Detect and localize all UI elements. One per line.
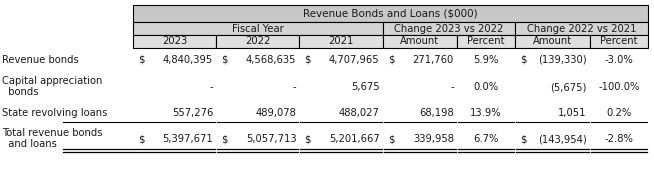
- Text: bonds: bonds: [2, 87, 39, 97]
- Text: 0.2%: 0.2%: [606, 108, 631, 118]
- Text: 2021: 2021: [328, 36, 354, 46]
- Text: 6.7%: 6.7%: [473, 134, 499, 144]
- Text: $: $: [221, 55, 228, 65]
- Text: -: -: [293, 82, 296, 92]
- Text: 4,568,635: 4,568,635: [246, 55, 296, 65]
- Text: Change 2022 vs 2021: Change 2022 vs 2021: [527, 23, 636, 33]
- Text: 13.9%: 13.9%: [470, 108, 502, 118]
- Text: $: $: [304, 134, 311, 144]
- Text: $: $: [138, 134, 145, 144]
- Bar: [515, 22, 648, 35]
- Text: 4,707,965: 4,707,965: [329, 55, 379, 65]
- Text: 5,057,713: 5,057,713: [246, 134, 296, 144]
- Bar: [457, 35, 515, 48]
- Text: 68,198: 68,198: [419, 108, 454, 118]
- Text: $: $: [388, 55, 394, 65]
- Text: Fiscal Year: Fiscal Year: [232, 23, 284, 33]
- Text: Revenue bonds: Revenue bonds: [2, 55, 78, 65]
- Text: (143,954): (143,954): [538, 134, 587, 144]
- Bar: [133, 5, 648, 22]
- Bar: [133, 22, 383, 35]
- Bar: [515, 35, 589, 48]
- Text: (5,675): (5,675): [550, 82, 587, 92]
- Text: 5,675: 5,675: [351, 82, 379, 92]
- Text: $: $: [521, 55, 527, 65]
- Text: State revolving loans: State revolving loans: [2, 108, 107, 118]
- Text: Percent: Percent: [600, 36, 638, 46]
- Text: $: $: [138, 55, 145, 65]
- Text: 271,760: 271,760: [413, 55, 454, 65]
- Text: 2023: 2023: [162, 36, 187, 46]
- Text: Total revenue bonds: Total revenue bonds: [2, 128, 103, 138]
- Bar: [383, 22, 515, 35]
- Text: $: $: [388, 134, 394, 144]
- Text: Change 2023 vs 2022: Change 2023 vs 2022: [394, 23, 504, 33]
- Text: 1,051: 1,051: [558, 108, 587, 118]
- Text: and loans: and loans: [2, 139, 57, 149]
- Text: 4,840,395: 4,840,395: [163, 55, 213, 65]
- Bar: [589, 35, 648, 48]
- Bar: [216, 35, 300, 48]
- Text: (139,330): (139,330): [538, 55, 587, 65]
- Text: 557,276: 557,276: [172, 108, 213, 118]
- Bar: [300, 35, 383, 48]
- Text: 5,397,671: 5,397,671: [162, 134, 213, 144]
- Bar: [133, 35, 216, 48]
- Text: -: -: [450, 82, 454, 92]
- Text: 0.0%: 0.0%: [473, 82, 498, 92]
- Text: 488,027: 488,027: [339, 108, 379, 118]
- Text: 5,201,667: 5,201,667: [329, 134, 379, 144]
- Text: 339,958: 339,958: [413, 134, 454, 144]
- Text: Revenue Bonds and Loans ($000): Revenue Bonds and Loans ($000): [303, 8, 478, 18]
- Text: $: $: [304, 55, 311, 65]
- Text: Capital appreciation: Capital appreciation: [2, 76, 103, 86]
- Text: Amount: Amount: [400, 36, 439, 46]
- Text: 2022: 2022: [245, 36, 271, 46]
- Text: 5.9%: 5.9%: [473, 55, 499, 65]
- Text: Percent: Percent: [468, 36, 505, 46]
- Bar: [383, 35, 457, 48]
- Text: Amount: Amount: [533, 36, 572, 46]
- Text: $: $: [221, 134, 228, 144]
- Text: -3.0%: -3.0%: [604, 55, 633, 65]
- Text: -: -: [209, 82, 213, 92]
- Text: -100.0%: -100.0%: [598, 82, 640, 92]
- Text: 489,078: 489,078: [256, 108, 296, 118]
- Text: -2.8%: -2.8%: [604, 134, 633, 144]
- Text: $: $: [521, 134, 527, 144]
